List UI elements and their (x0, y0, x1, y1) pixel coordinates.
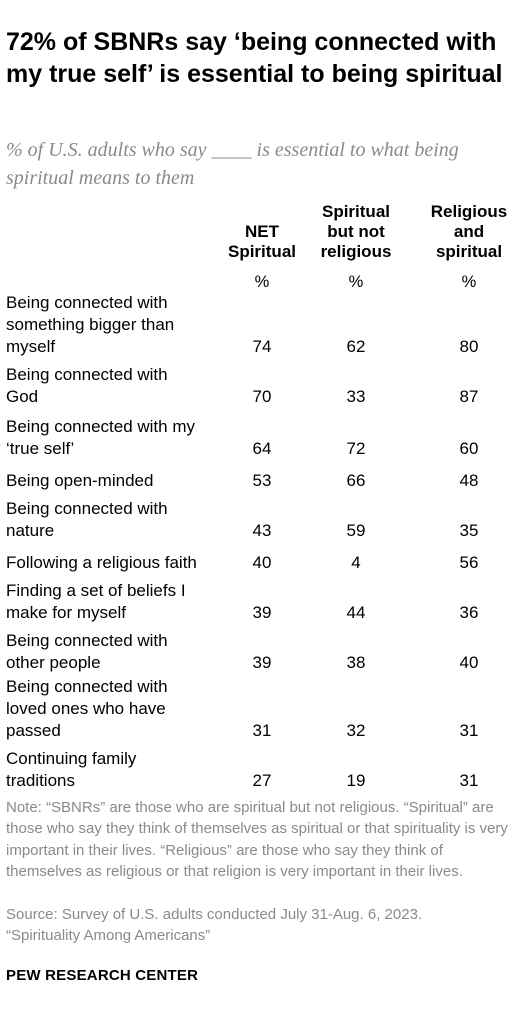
data-value: 38 (346, 653, 366, 672)
data-value: 66 (346, 471, 366, 490)
data-value: 59 (346, 521, 366, 540)
row-label: Finding a set of beliefs I make for myse… (6, 581, 186, 622)
data-value: 44 (346, 603, 366, 622)
data-value: 80 (459, 337, 479, 356)
data-value: 56 (459, 553, 479, 572)
data-value: 39 (252, 653, 272, 672)
row-label: Being connected with nature (6, 499, 168, 540)
row-label: Being connected with God (6, 365, 168, 406)
row-label: Continuing family traditions (6, 749, 137, 790)
column-unit: % (461, 273, 477, 291)
data-value: 19 (346, 771, 366, 790)
data-value: 4 (351, 553, 361, 572)
chart-source: Source: Survey of U.S. adults conducted … (6, 906, 423, 945)
data-value: 31 (459, 721, 479, 740)
chart-subtitle: % of U.S. adults who say ____ is essenti… (6, 139, 459, 189)
data-value: 36 (459, 603, 479, 622)
organization-name: PEW RESEARCH CENTER (6, 967, 199, 984)
chart-title: 72% of SBNRs say ‘being connected with m… (6, 28, 503, 88)
data-value: 39 (252, 603, 272, 622)
data-value: 35 (459, 521, 479, 540)
data-value: 64 (252, 439, 272, 458)
column-header: NET Spiritual (227, 222, 296, 261)
data-value: 62 (346, 337, 366, 356)
data-value: 33 (346, 387, 366, 406)
data-value: 31 (459, 771, 479, 790)
row-label: Being connected with something bigger th… (6, 293, 175, 356)
data-value: 32 (346, 721, 366, 740)
data-value: 27 (252, 771, 272, 790)
data-value: 40 (252, 553, 272, 572)
data-value: 31 (252, 721, 272, 740)
row-label: Being connected with other people (6, 631, 168, 672)
data-value: 87 (459, 387, 479, 406)
row-label: Being connected with my ‘true self’ (6, 417, 195, 458)
row-label: Following a religious faith (6, 553, 197, 572)
chart-note: Note: “SBNRs” are those who are spiritua… (6, 799, 508, 881)
data-value: 72 (346, 439, 366, 458)
data-value: 43 (252, 521, 272, 540)
data-value: 70 (252, 387, 272, 406)
row-label: Being connected with loved ones who have… (6, 677, 168, 740)
data-value: 60 (459, 439, 479, 458)
column-header: Spiritual but not religious (320, 202, 392, 261)
data-value: 53 (252, 471, 272, 490)
data-value: 40 (459, 653, 479, 672)
column-unit: % (254, 273, 270, 291)
data-value: 74 (252, 337, 272, 356)
row-label: Being open-minded (6, 471, 154, 490)
column-unit: % (348, 273, 364, 291)
column-header: Religious and spiritual (430, 202, 508, 261)
data-value: 48 (459, 471, 479, 490)
